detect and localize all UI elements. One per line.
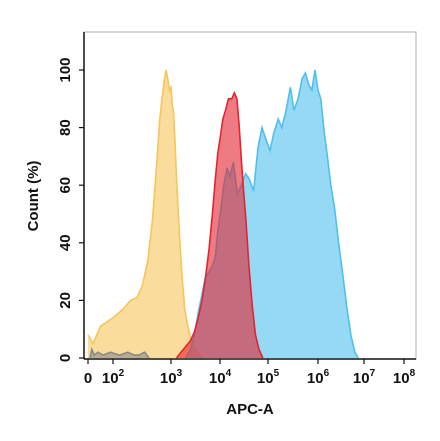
x-tick-label: 0: [84, 370, 92, 387]
x-tick-label: 107: [353, 368, 376, 387]
series-1-area: [88, 70, 203, 358]
x-tick-label: 104: [209, 368, 232, 387]
y-tick-label: 100: [57, 57, 74, 82]
x-axis-title: APC-A: [226, 401, 274, 418]
y-tick-label: 80: [57, 119, 74, 136]
y-ticks: 0 20 40 60 80 100: [57, 57, 84, 362]
x-tick-label: 105: [257, 368, 280, 387]
series-layer: [87, 69, 359, 359]
x-tick-label: 108: [393, 368, 416, 387]
series-3-outline: [175, 91, 264, 359]
y-axis-title: Count (%): [25, 161, 42, 232]
x-tick-label: 106: [307, 368, 330, 387]
y-tick-label: 20: [57, 292, 74, 309]
x-tick-label: 103: [160, 368, 183, 387]
x-tick-label: 102: [102, 368, 125, 387]
y-tick-label: 0: [57, 354, 74, 362]
series-1-outline: [87, 69, 203, 359]
y-tick-label: 40: [57, 234, 74, 251]
y-tick-label: 60: [57, 177, 74, 194]
series-4-outline: [89, 346, 150, 359]
x-ticks: 0 102 103 104 105 106 107 108: [84, 359, 416, 387]
